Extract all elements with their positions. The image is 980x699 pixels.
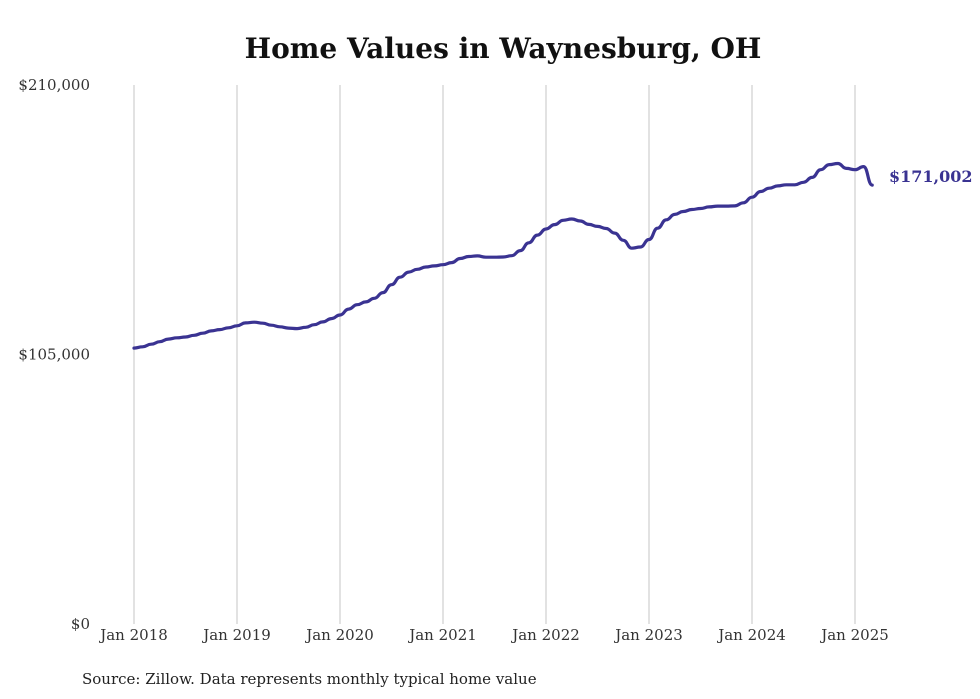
home-value-line [132, 161, 874, 350]
x-tick-label: Jan 2020 [304, 626, 374, 644]
y-axis-ticks: $0 $105,000 $210,000 [18, 76, 90, 633]
y-tick-label: $210,000 [18, 76, 90, 94]
x-tick-label: Jan 2018 [98, 626, 168, 644]
x-tick-label: Jan 2019 [201, 626, 271, 644]
y-tick-label: $0 [71, 615, 90, 633]
end-value-label: $171,002 [889, 167, 973, 186]
x-axis-ticks: Jan 2018 Jan 2019 Jan 2020 Jan 2021 Jan 2022… [98, 626, 889, 644]
x-tick-label: Jan 2023 [613, 626, 683, 644]
x-tick-label: Jan 2021 [407, 626, 477, 644]
gridlines [133, 85, 856, 624]
x-tick-label: Jan 2025 [819, 626, 889, 644]
chart-title: Home Values in Waynesburg, OH [245, 32, 762, 65]
x-tick-label: Jan 2022 [510, 626, 580, 644]
source-note: Source: Zillow. Data represents monthly … [82, 670, 537, 688]
x-tick-label: Jan 2024 [716, 626, 786, 644]
y-tick-label: $105,000 [18, 346, 90, 364]
